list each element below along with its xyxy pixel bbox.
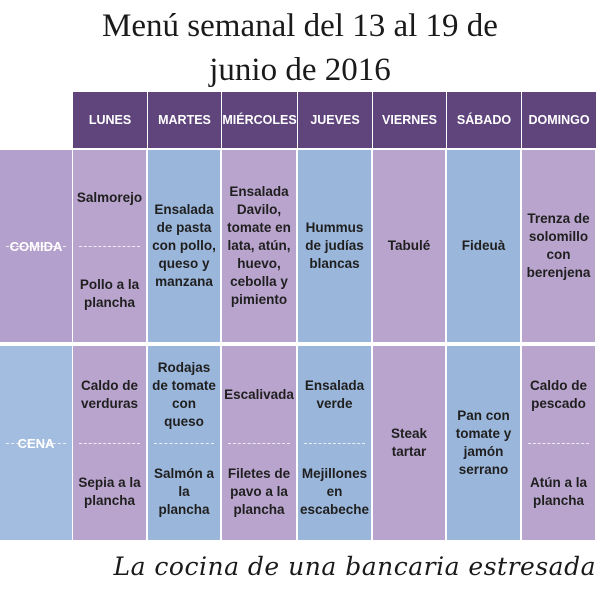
header-day-4: VIERNES: [373, 92, 447, 148]
meal-cell-cena-martes: Rodajas de tomate con queso Salmón a la p…: [148, 346, 222, 540]
blog-signature: La cocina de una bancaria estresada: [113, 552, 596, 581]
meal-text-first: Salmorejo: [76, 190, 143, 205]
meal-divider: [304, 443, 365, 444]
header-day-1: MARTES: [148, 92, 222, 148]
meal-cell-comida-sábado: Fideuà: [447, 150, 522, 342]
meal-text: Fideuà: [461, 238, 506, 253]
meal-text: Tabulé: [387, 238, 431, 253]
meal-divider: [79, 246, 140, 247]
meal-cell-cena-domingo: Caldo de pescado Atún a la plancha: [522, 346, 597, 540]
meal-cell-cena-lunes: Caldo de verduras Sepia a la plancha: [73, 346, 148, 540]
meal-cell-cena-miércoles: Escalivada Filetes de pavo a la plancha: [222, 346, 298, 540]
meal-text-second: Sepia a la plancha: [78, 474, 141, 508]
page-title: Menú semanal del 13 al 19 de junio de 20…: [0, 4, 600, 92]
meal-cell-cena-viernes: Steak tartar: [373, 346, 447, 540]
header-day-0: LUNES: [73, 92, 148, 148]
title-line-1: Menú semanal del 13 al 19 de: [102, 8, 498, 44]
meal-text: Trenza de solomillo con berenjena: [526, 211, 591, 280]
row-label-divider: [6, 443, 66, 444]
meal-text-second: Filetes de pavo a la plancha: [227, 465, 291, 517]
meal-text: Hummus de judías blancas: [305, 220, 364, 271]
meal-divider: [228, 443, 290, 444]
header-day-5: SÁBADO: [447, 92, 522, 148]
meal-text-first: Caldo de pescado: [529, 377, 587, 411]
meal-text-second: Salmón a la plancha: [153, 465, 215, 517]
meal-text-first: Rodajas de tomate con queso: [152, 359, 216, 429]
meal-divider: [528, 443, 589, 444]
meal-cell-comida-viernes: Tabulé: [373, 150, 447, 342]
meal-cell-comida-martes: Ensalada de pasta con pollo, queso y man…: [148, 150, 222, 342]
meal-cell-comida-miércoles: Ensalada Davilo, tomate en lata, atún, h…: [222, 150, 298, 342]
meal-text: Steak tartar: [390, 426, 428, 459]
header-day-2: MIÉRCOLES: [222, 92, 298, 148]
header-day-6: DOMINGO: [522, 92, 597, 148]
meal-cell-comida-lunes: Salmorejo Pollo a la plancha: [73, 150, 148, 342]
meal-text: Ensalada Davilo, tomate en lata, atún, h…: [227, 184, 291, 307]
meal-text-second: Pollo a la plancha: [79, 277, 140, 310]
meal-cell-cena-sábado: Pan con tomate y jamón serrano: [447, 346, 522, 540]
row-label-divider: [6, 246, 66, 247]
meal-cell-comida-jueves: Hummus de judías blancas: [298, 150, 373, 342]
meal-text: Pan con tomate y jamón serrano: [455, 408, 512, 477]
meal-text: Ensalada de pasta con pollo, queso y man…: [152, 202, 216, 289]
meal-divider: [79, 443, 140, 444]
meal-text-first: Escalivada: [224, 386, 294, 402]
title-line-2: junio de 2016: [209, 52, 391, 88]
meal-text-second: Mejillones en escabeche: [299, 465, 370, 517]
meal-cell-comida-domingo: Trenza de solomillo con berenjena: [522, 150, 597, 342]
meal-cell-cena-jueves: Ensalada verde Mejillones en escabeche: [298, 346, 373, 540]
header-day-3: JUEVES: [298, 92, 373, 148]
meal-text-first: Caldo de verduras: [80, 377, 139, 411]
meal-text-second: Atún a la plancha: [529, 474, 587, 508]
meal-text-first: Ensalada verde: [304, 377, 365, 411]
meal-divider: [154, 443, 214, 444]
